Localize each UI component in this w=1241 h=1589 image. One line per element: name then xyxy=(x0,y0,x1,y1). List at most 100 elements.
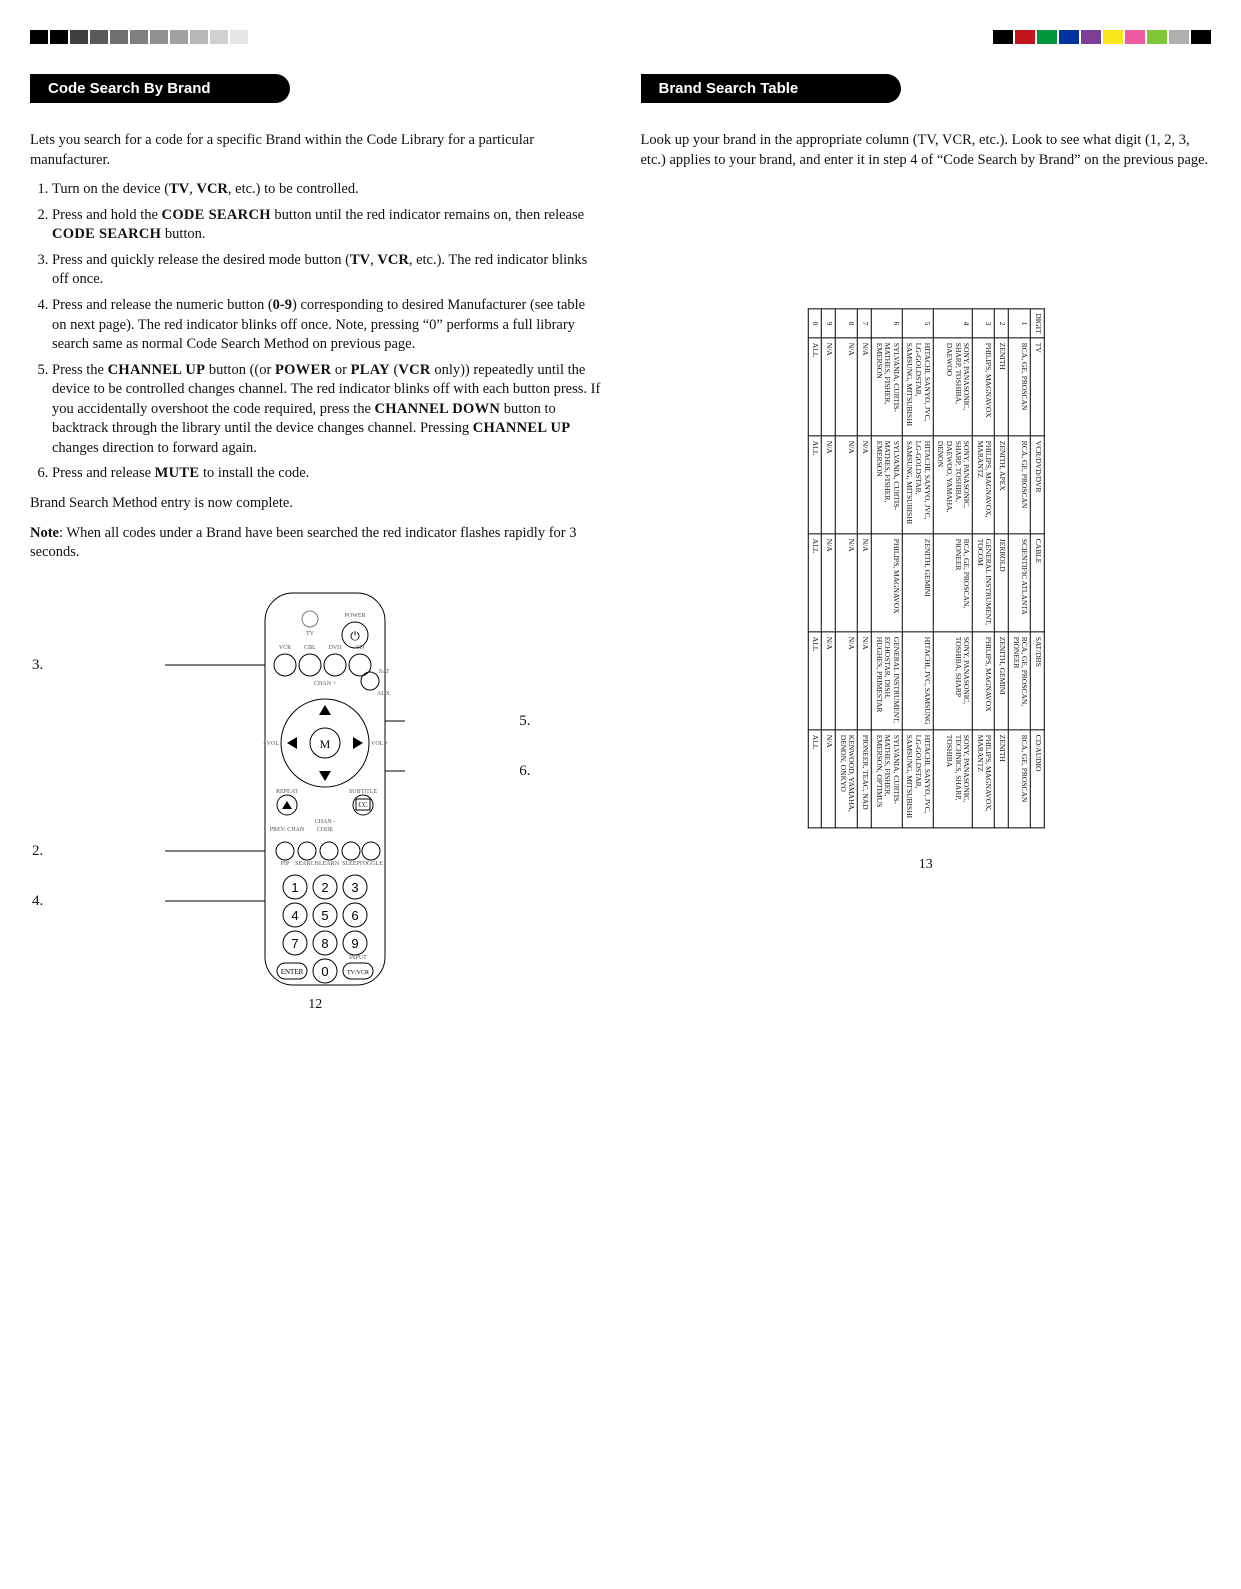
svg-text:INPUT: INPUT xyxy=(349,955,367,961)
svg-text:CBL: CBL xyxy=(304,645,316,651)
color-swatch xyxy=(230,30,248,44)
callout-5: 5. xyxy=(519,713,530,730)
svg-text:REPEAT: REPEAT xyxy=(276,789,298,795)
registration-bars-right xyxy=(641,30,1212,44)
table-cell: N/A xyxy=(821,534,835,632)
svg-text:TOGGLE: TOGGLE xyxy=(359,861,383,867)
table-cell: PHILIPS, MAGNAVOX xyxy=(972,632,994,730)
svg-text:0: 0 xyxy=(322,964,329,979)
table-cell: ALL xyxy=(808,632,822,730)
svg-text:ENTER: ENTER xyxy=(281,968,304,976)
table-cell: SYLVANIA, CURTIS-MATHES, FISHER, EMERSON… xyxy=(871,730,902,828)
right-heading-pill: Brand Search Table xyxy=(641,74,901,103)
step-6: Press and release MUTE to install the co… xyxy=(52,464,601,484)
table-cell: SYLVANIA, CURTIS-MATHES, FISHER, EMERSON xyxy=(871,436,902,534)
table-cell: PHILIPS, MAGNAVOX, MARANTZ xyxy=(972,730,994,828)
color-swatch xyxy=(70,30,88,44)
table-row: 8N/AN/AN/AN/AKENWOOD, YAMAHA, DENON, ONK… xyxy=(835,309,857,828)
table-cell: ZENITH, APEX xyxy=(994,436,1008,534)
table-cell: SCIENTIFIC ATLANTA xyxy=(1008,534,1030,632)
table-row: 5HITACHI, SANYO, JVC, LG-GOLDSTAR, SAMSU… xyxy=(902,309,933,828)
left-page: Code Search By Brand Lets you search for… xyxy=(30,30,601,1013)
svg-text:4: 4 xyxy=(292,908,299,923)
table-cell: RCA, GE, PROSCAN xyxy=(1008,338,1030,436)
color-swatch xyxy=(30,30,48,44)
remote-diagram: 3. 2. 4. 5. 6. ⏻ TV POWER xyxy=(30,573,601,993)
table-cell: PHILIPS, MAGNAVOX xyxy=(972,338,994,436)
table-cell: N/A xyxy=(857,534,871,632)
table-cell: N/A xyxy=(857,632,871,730)
color-swatch xyxy=(130,30,148,44)
table-cell: 4 xyxy=(933,309,973,338)
registration-bars-left xyxy=(30,30,601,44)
table-header: CABLE xyxy=(1030,534,1044,632)
table-cell: HITACHI, SANYO, JVC, LG-GOLDSTAR, SAMSUN… xyxy=(902,338,933,436)
table-cell: PIONEER, TEAC, NAD xyxy=(857,730,871,828)
table-cell: ZENITH, GEMINI xyxy=(902,534,933,632)
color-swatch xyxy=(210,30,228,44)
table-cell: ALL xyxy=(808,730,822,828)
table-cell: ALL xyxy=(808,534,822,632)
color-swatch xyxy=(1125,30,1145,44)
left-heading: Code Search By Brand xyxy=(48,80,211,97)
table-row: 2ZENITHZENITH, APEXJERROLDZENITH, GEMINI… xyxy=(994,309,1008,828)
svg-text:TV: TV xyxy=(306,631,315,637)
table-cell: ALL xyxy=(808,436,822,534)
color-swatch xyxy=(90,30,108,44)
svg-text:POWER: POWER xyxy=(345,613,366,619)
color-swatch xyxy=(1191,30,1211,44)
table-cell: ZENITH xyxy=(994,338,1008,436)
table-cell: 8 xyxy=(835,309,857,338)
table-header: VCR/DVD/DVR xyxy=(1030,436,1044,534)
right-intro: Look up your brand in the appropriate co… xyxy=(641,131,1212,170)
svg-text:CHAN -: CHAN - xyxy=(315,819,336,825)
table-cell: RCA, GE, PROSCAN, PIONEER xyxy=(933,534,973,632)
color-swatch xyxy=(250,30,268,44)
svg-text:TV/VCR: TV/VCR xyxy=(347,970,369,976)
svg-text:- VOL: - VOL xyxy=(264,741,280,747)
svg-text:SAT: SAT xyxy=(379,669,390,675)
table-cell: RCA, GE, PROSCAN, PIONEER xyxy=(1008,632,1030,730)
table-cell: 1 xyxy=(1008,309,1030,338)
table-cell: RCA, GE, PROSCAN xyxy=(1008,730,1030,828)
table-cell: N/A xyxy=(821,632,835,730)
table-cell: N/A xyxy=(835,338,857,436)
svg-text:SUBTITLE: SUBTITLE xyxy=(349,789,378,795)
svg-text:9: 9 xyxy=(352,936,359,951)
table-header: TV xyxy=(1030,338,1044,436)
table-cell: N/A xyxy=(821,338,835,436)
table-row: 3PHILIPS, MAGNAVOXPHILIPS, MAGNAVOX, MAR… xyxy=(972,309,994,828)
table-cell: ZENITH, GEMINI xyxy=(994,632,1008,730)
table-cell: N/A xyxy=(835,436,857,534)
svg-text:DVD: DVD xyxy=(329,645,343,651)
color-swatch xyxy=(993,30,1013,44)
color-swatch xyxy=(190,30,208,44)
table-cell: N/A xyxy=(835,632,857,730)
table-cell: 6 xyxy=(871,309,902,338)
table-row: 7N/AN/AN/AN/APIONEER, TEAC, NAD xyxy=(857,309,871,828)
table-cell: HITACHI, SANYO, JVC, LG-GOLDSTAR, SAMSUN… xyxy=(902,730,933,828)
remote-svg: ⏻ TV POWER VCR CBL DVD CD SAT CHAN + AUX xyxy=(145,573,485,993)
table-cell: SONY, PANASONIC, SHARP, TOSHIBA, DAEWOO xyxy=(933,338,973,436)
table-cell: ALL xyxy=(808,338,822,436)
table-cell: SONY, PANASONIC, TECHNICS, SHARP, TOSHIB… xyxy=(933,730,973,828)
svg-text:PIP: PIP xyxy=(281,861,290,867)
left-heading-pill: Code Search By Brand xyxy=(30,74,290,103)
complete-text: Brand Search Method entry is now complet… xyxy=(30,494,601,514)
table-cell: 9 xyxy=(821,309,835,338)
svg-text:CC: CC xyxy=(359,801,369,809)
table-cell: N/A xyxy=(835,534,857,632)
table-cell: PHILIPS, MAGNAVOX xyxy=(871,534,902,632)
right-body: Look up your brand in the appropriate co… xyxy=(641,131,1212,170)
table-row: 1RCA, GE, PROSCANRCA, GE, PROSCANSCIENTI… xyxy=(1008,309,1030,828)
table-cell: GENERAL INSTRUMENT, ECHOSTAR, DISH, HUGH… xyxy=(871,632,902,730)
note-text: Note: When all codes under a Brand have … xyxy=(30,524,601,563)
svg-text:3: 3 xyxy=(352,880,359,895)
svg-text:7: 7 xyxy=(292,936,299,951)
svg-text:1: 1 xyxy=(292,880,299,895)
table-header: CD/AUDIO xyxy=(1030,730,1044,828)
table-header: SAT/DBS xyxy=(1030,632,1044,730)
color-swatch xyxy=(1037,30,1057,44)
svg-text:SLEEP: SLEEP xyxy=(342,861,360,867)
left-body: Lets you search for a code for a specifi… xyxy=(30,131,601,563)
